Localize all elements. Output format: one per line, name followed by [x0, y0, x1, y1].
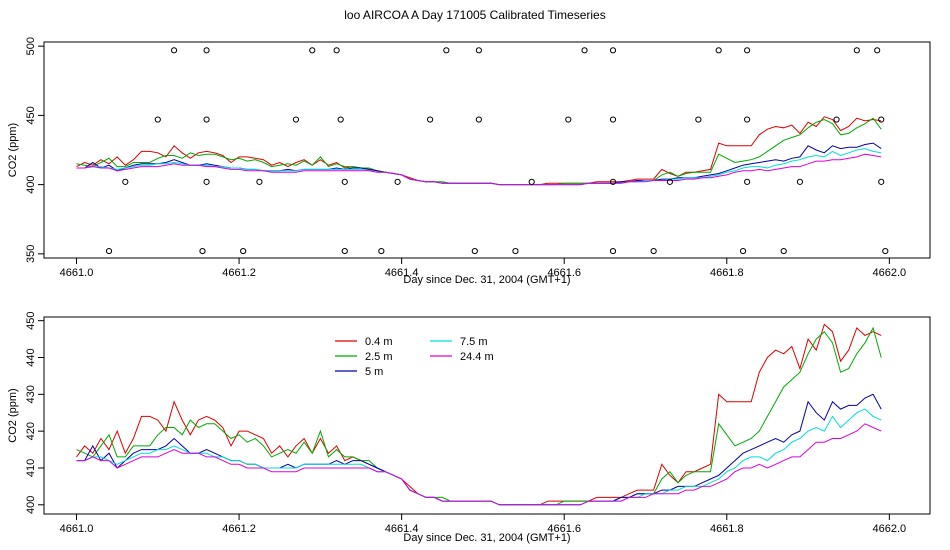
outlier-point: [170, 47, 178, 54]
outlier-point: [240, 247, 247, 255]
legend-label: 7.5 m: [460, 336, 488, 348]
outlier-point: [256, 178, 263, 185]
outlier-point: [475, 116, 482, 123]
plot-frame-top: [43, 41, 931, 259]
outlier-point: [744, 178, 751, 185]
outlier-point: [105, 247, 113, 255]
y-tick-label: 430: [25, 385, 37, 403]
x-axis-bottom: 4661.0 4661.2 4661.4 4661.6 4661.8 4662.0: [60, 514, 907, 535]
outlier-point: [394, 178, 401, 185]
outlier-point: [475, 47, 482, 54]
outlier-point: [203, 116, 210, 123]
outlier-point: [565, 116, 572, 123]
x-axis-label-bottom: Day since Dec. 31, 2004 (GMT+1): [403, 532, 570, 544]
outlier-point: [528, 178, 535, 185]
series-line-7-5-m: [76, 408, 882, 506]
x-tick-label: 4661.0: [60, 523, 94, 535]
x-tick-label: 4661.8: [710, 267, 744, 279]
outlier-point: [715, 47, 722, 54]
outlier-point: [609, 116, 617, 123]
y-tick-label: 440: [25, 348, 37, 366]
outlier-point: [378, 247, 385, 255]
x-tick-label: 4661.4: [385, 267, 419, 279]
outlier-point: [427, 116, 434, 123]
series-line-2-5-m: [76, 117, 882, 186]
plot-frame-bottom: [43, 316, 931, 515]
series-line-5-m: [76, 393, 882, 506]
y-tick-label: 450: [25, 312, 37, 330]
outlier-point: [199, 247, 206, 255]
legend-label: 5 m: [365, 366, 383, 378]
outlier-point: [154, 116, 161, 123]
outlier-point: [609, 47, 617, 54]
x-tick-label: 4661.6: [547, 267, 581, 279]
panel-bottom: 4661.0 4661.2 4661.4 4661.6 4661.8 4662.0 400…: [7, 312, 931, 544]
outlier-point: [581, 47, 588, 54]
y-axis-bottom: 400 410 420 430 440 450: [25, 312, 44, 514]
outlier-point: [666, 178, 673, 185]
outlier-point: [878, 178, 885, 185]
outlier-points-top: [105, 47, 889, 255]
outlier-point: [650, 247, 657, 255]
outlier-point: [309, 47, 316, 54]
panel-top: 4661.0 4661.2 4661.4 4661.6 4661.8 4662.0 350…: [7, 37, 931, 286]
y-axis-label-bottom: CO2 (ppm): [7, 388, 19, 442]
legend-label: 0.4 m: [365, 336, 393, 348]
x-tick-label: 4661.0: [60, 267, 94, 279]
y-tick-label: 350: [25, 245, 37, 263]
y-axis-top: 350 400 450 500: [25, 37, 44, 263]
y-tick-label: 450: [25, 106, 37, 124]
x-tick-label: 4661.4: [385, 523, 419, 535]
outlier-point: [609, 178, 617, 185]
series-line-24-4-m: [76, 153, 882, 186]
x-tick-label: 4661.8: [710, 523, 744, 535]
outlier-point: [341, 247, 348, 255]
legend-label: 24.4 m: [460, 351, 494, 363]
series-lines-bottom: [76, 323, 882, 506]
outlier-point: [292, 116, 300, 123]
outlier-point: [203, 47, 210, 54]
outlier-point: [739, 247, 747, 255]
outlier-point: [796, 178, 804, 185]
outlier-point: [833, 116, 840, 123]
x-axis-label-top: Day since Dec. 31, 2004 (GMT+1): [403, 274, 570, 286]
outlier-point: [780, 247, 787, 255]
x-tick-label: 4661.2: [222, 523, 256, 535]
chart-title: loo AIRCOA A Day 171005 Calibrated Times…: [344, 8, 606, 22]
outlier-point: [744, 116, 751, 123]
outlier-point: [512, 247, 519, 255]
outlier-point: [744, 47, 751, 54]
outlier-point: [122, 178, 129, 185]
y-tick-label: 410: [25, 459, 37, 477]
outlier-point: [471, 247, 478, 255]
y-tick-label: 400: [25, 496, 37, 514]
x-tick-label: 4662.0: [873, 523, 907, 535]
series-line-24-4-m: [76, 423, 882, 506]
y-tick-label: 500: [25, 37, 37, 55]
outlier-point: [203, 178, 210, 185]
legend-label: 2.5 m: [365, 351, 393, 363]
x-tick-label: 4661.2: [222, 267, 256, 279]
y-axis-label-top: CO2 (ppm): [7, 123, 19, 177]
legend: 0.4 m 2.5 m 5 m 7.5 m 24.4 m: [335, 336, 494, 378]
outlier-point: [341, 178, 348, 185]
y-tick-label: 420: [25, 422, 37, 440]
outlier-point: [695, 116, 702, 123]
x-tick-label: 4661.6: [547, 523, 581, 535]
outlier-point: [874, 47, 881, 54]
x-tick-label: 4662.0: [873, 267, 907, 279]
outlier-point: [443, 47, 450, 54]
outlier-point: [609, 247, 617, 255]
outlier-point: [333, 47, 340, 54]
outlier-point: [337, 116, 344, 123]
series-line-0-4-m: [76, 116, 882, 186]
series-lines-top: [76, 116, 882, 186]
outlier-point: [878, 116, 885, 123]
series-line-5-m: [76, 142, 882, 186]
x-axis-top: 4661.0 4661.2 4661.4 4661.6 4661.8 4662.0: [60, 258, 907, 279]
y-tick-label: 400: [25, 175, 37, 193]
outlier-point: [882, 247, 889, 255]
outlier-point: [853, 47, 860, 54]
